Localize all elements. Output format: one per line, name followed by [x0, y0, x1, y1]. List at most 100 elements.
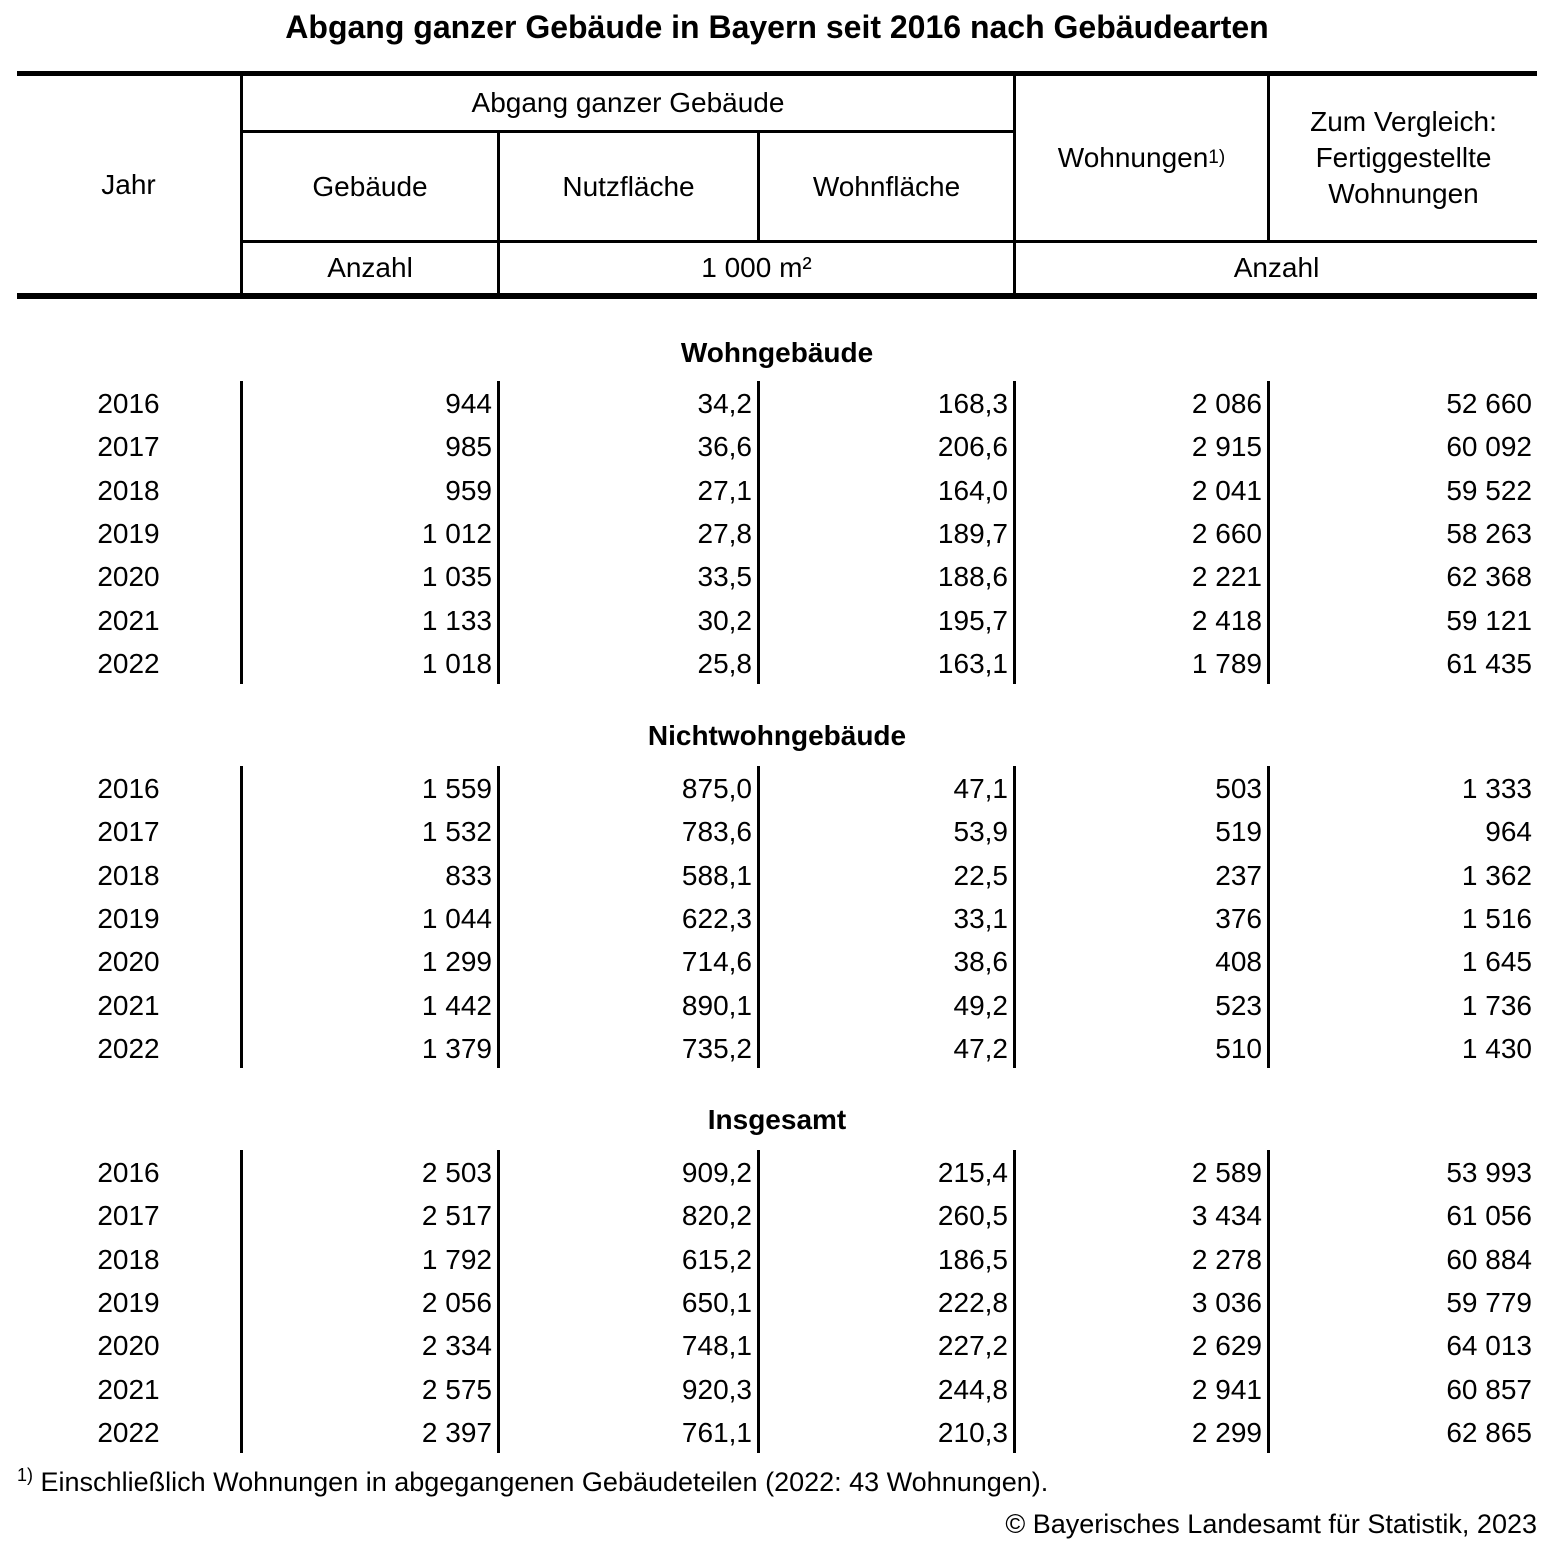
column-separator-rule	[240, 766, 243, 1068]
value-cell: 890,1	[681, 989, 752, 1021]
table-top-rule	[17, 71, 1537, 76]
value-cell: 1 532	[421, 815, 492, 847]
value-cell: 25,8	[697, 647, 753, 679]
value-cell: 60 092	[1446, 430, 1532, 462]
year-cell: 2021	[97, 604, 160, 636]
year-cell: 2020	[97, 945, 160, 977]
page-title: Abgang ganzer Gebäude in Bayern seit 201…	[285, 9, 1269, 45]
year-cell: 2019	[97, 517, 160, 549]
value-cell: 820,2	[681, 1199, 752, 1231]
column-separator-rule	[1013, 1150, 1016, 1453]
column-header-wohnflaeche: Wohnfläche	[812, 170, 961, 202]
header-vertical-rule	[497, 133, 500, 293]
value-cell: 503	[1215, 772, 1262, 804]
value-cell: 748,1	[681, 1329, 752, 1361]
value-cell: 1 792	[421, 1243, 492, 1275]
column-group-header-abgang: Abgang ganzer Gebäude	[471, 87, 785, 118]
value-cell: 2 041	[1191, 474, 1262, 506]
value-cell: 2 056	[421, 1286, 492, 1318]
year-cell: 2022	[97, 1032, 160, 1064]
value-cell: 59 522	[1446, 474, 1532, 506]
value-cell: 519	[1215, 815, 1262, 847]
column-header-nutzflaeche: Nutzfläche	[562, 170, 695, 202]
year-cell: 2017	[97, 430, 160, 462]
value-cell: 59 121	[1446, 604, 1532, 636]
value-cell: 1 299	[421, 945, 492, 977]
value-cell: 2 517	[421, 1199, 492, 1231]
header-vertical-rule	[240, 76, 243, 293]
value-cell: 34,2	[697, 387, 753, 419]
copyright-notice: © Bayerisches Landesamt für Statistik, 2…	[1005, 1509, 1537, 1539]
value-cell: 523	[1215, 989, 1262, 1021]
value-cell: 510	[1215, 1032, 1262, 1064]
value-cell: 64 013	[1446, 1329, 1532, 1361]
column-separator-rule	[497, 766, 500, 1068]
value-cell: 1 430	[1461, 1032, 1532, 1064]
value-cell: 60 884	[1446, 1243, 1532, 1275]
value-cell: 210,3	[937, 1416, 1008, 1448]
year-cell: 2021	[97, 989, 160, 1021]
value-cell: 1 736	[1461, 989, 1532, 1021]
value-cell: 2 397	[421, 1416, 492, 1448]
value-cell: 1 133	[421, 604, 492, 636]
column-separator-rule	[497, 1150, 500, 1453]
value-cell: 3 036	[1191, 1286, 1262, 1318]
value-cell: 944	[445, 387, 492, 419]
value-cell: 195,7	[937, 604, 1008, 636]
value-cell: 588,1	[681, 859, 752, 891]
value-cell: 2 503	[421, 1156, 492, 1188]
value-cell: 1 362	[1461, 859, 1532, 891]
value-cell: 783,6	[681, 815, 752, 847]
value-cell: 2 418	[1191, 604, 1262, 636]
value-cell: 833	[445, 859, 492, 891]
value-cell: 60 857	[1446, 1373, 1532, 1405]
value-cell: 2 629	[1191, 1329, 1262, 1361]
column-header-vergleich: Zum Vergleich: Fertiggestellte Wohnungen	[1270, 76, 1537, 240]
footnote-text: Einschließlich Wohnungen in abgegangenen…	[40, 1467, 1049, 1497]
value-cell: 2 941	[1191, 1373, 1262, 1405]
value-cell: 47,1	[953, 772, 1009, 804]
value-cell: 1 442	[421, 989, 492, 1021]
column-separator-rule	[757, 766, 760, 1068]
value-cell: 58 263	[1446, 517, 1532, 549]
unit-header-anzahl-left: Anzahl	[327, 252, 413, 283]
value-cell: 1 789	[1191, 647, 1262, 679]
value-cell: 53,9	[953, 815, 1009, 847]
column-separator-rule	[1013, 766, 1016, 1068]
value-cell: 188,6	[937, 560, 1008, 592]
year-cell: 2018	[97, 1243, 160, 1275]
year-cell: 2016	[97, 772, 160, 804]
column-separator-rule	[240, 381, 243, 684]
value-cell: 714,6	[681, 945, 752, 977]
column-separator-rule	[1267, 381, 1270, 684]
value-cell: 206,6	[937, 430, 1008, 462]
value-cell: 1 012	[421, 517, 492, 549]
value-cell: 1 044	[421, 902, 492, 934]
value-cell: 53 993	[1446, 1156, 1532, 1188]
column-separator-rule	[757, 1150, 760, 1453]
value-cell: 163,1	[937, 647, 1008, 679]
year-cell: 2018	[97, 474, 160, 506]
value-cell: 920,3	[681, 1373, 752, 1405]
value-cell: 1 333	[1461, 772, 1532, 804]
value-cell: 1 516	[1461, 902, 1532, 934]
value-cell: 47,2	[953, 1032, 1009, 1064]
value-cell: 622,3	[681, 902, 752, 934]
value-cell: 237	[1215, 859, 1262, 891]
value-cell: 52 660	[1446, 387, 1532, 419]
value-cell: 2 334	[421, 1329, 492, 1361]
value-cell: 615,2	[681, 1243, 752, 1275]
value-cell: 260,5	[937, 1199, 1008, 1231]
value-cell: 985	[445, 430, 492, 462]
value-cell: 2 589	[1191, 1156, 1262, 1188]
value-cell: 62 865	[1446, 1416, 1532, 1448]
value-cell: 1 645	[1461, 945, 1532, 977]
value-cell: 33,1	[953, 902, 1009, 934]
value-cell: 2 221	[1191, 560, 1262, 592]
value-cell: 186,5	[937, 1243, 1008, 1275]
year-cell: 2021	[97, 1373, 160, 1405]
year-cell: 2017	[97, 1199, 160, 1231]
unit-header-anzahl-right: Anzahl	[1233, 252, 1320, 283]
value-cell: 761,1	[681, 1416, 752, 1448]
value-cell: 1 379	[421, 1032, 492, 1064]
